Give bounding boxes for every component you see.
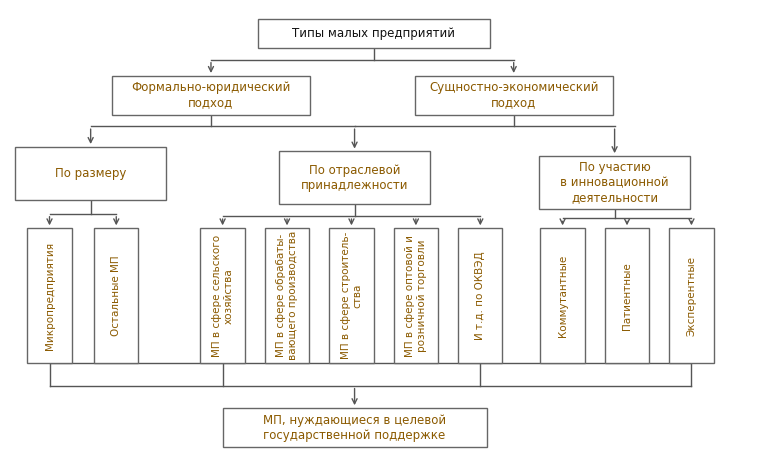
- Text: МП, нуждающиеся в целевой
государственной поддержке: МП, нуждающиеся в целевой государственно…: [263, 414, 446, 442]
- FancyBboxPatch shape: [393, 228, 438, 363]
- FancyBboxPatch shape: [200, 228, 245, 363]
- FancyBboxPatch shape: [258, 18, 491, 48]
- Text: Формально-юридический
подход: Формально-юридический подход: [132, 81, 291, 109]
- FancyBboxPatch shape: [223, 408, 487, 447]
- Text: МП в сфере строитель-
ства: МП в сфере строитель- ства: [340, 232, 362, 360]
- Text: И т.д. по ОКВЭД: И т.д. по ОКВЭД: [475, 252, 485, 340]
- FancyBboxPatch shape: [605, 228, 649, 363]
- Text: По отраслевой
принадлежности: По отраслевой принадлежности: [301, 164, 408, 192]
- Text: Коммутантные: Коммутантные: [558, 254, 568, 337]
- Text: Типы малых предприятий: Типы малых предприятий: [292, 27, 456, 40]
- FancyBboxPatch shape: [458, 228, 502, 363]
- Text: Эксперентные: Эксперентные: [686, 256, 696, 336]
- Text: МП в сфере сельского
хозяйства: МП в сфере сельского хозяйства: [212, 235, 234, 357]
- FancyBboxPatch shape: [27, 228, 72, 363]
- Text: Сущностно-экономический
подход: Сущностно-экономический подход: [429, 81, 598, 109]
- FancyBboxPatch shape: [414, 76, 612, 115]
- FancyBboxPatch shape: [279, 152, 430, 204]
- FancyBboxPatch shape: [541, 228, 585, 363]
- Text: Остальные МП: Остальные МП: [111, 255, 122, 336]
- FancyBboxPatch shape: [15, 147, 167, 200]
- FancyBboxPatch shape: [265, 228, 309, 363]
- Text: По участию
в инновационной
деятельности: По участию в инновационной деятельности: [560, 161, 669, 204]
- Text: МП в сфере оптовой и
розничной торговли: МП в сфере оптовой и розничной торговли: [405, 235, 427, 357]
- FancyBboxPatch shape: [94, 228, 139, 363]
- FancyBboxPatch shape: [539, 156, 690, 209]
- Text: Микропредприятия: Микропредприятия: [44, 242, 55, 350]
- Text: Патиентные: Патиентные: [622, 262, 632, 330]
- FancyBboxPatch shape: [112, 76, 310, 115]
- FancyBboxPatch shape: [330, 228, 374, 363]
- Text: МП в сфере обрабаты-
вающего производства: МП в сфере обрабаты- вающего производств…: [277, 231, 298, 361]
- Text: По размеру: По размеру: [55, 167, 126, 180]
- FancyBboxPatch shape: [669, 228, 714, 363]
